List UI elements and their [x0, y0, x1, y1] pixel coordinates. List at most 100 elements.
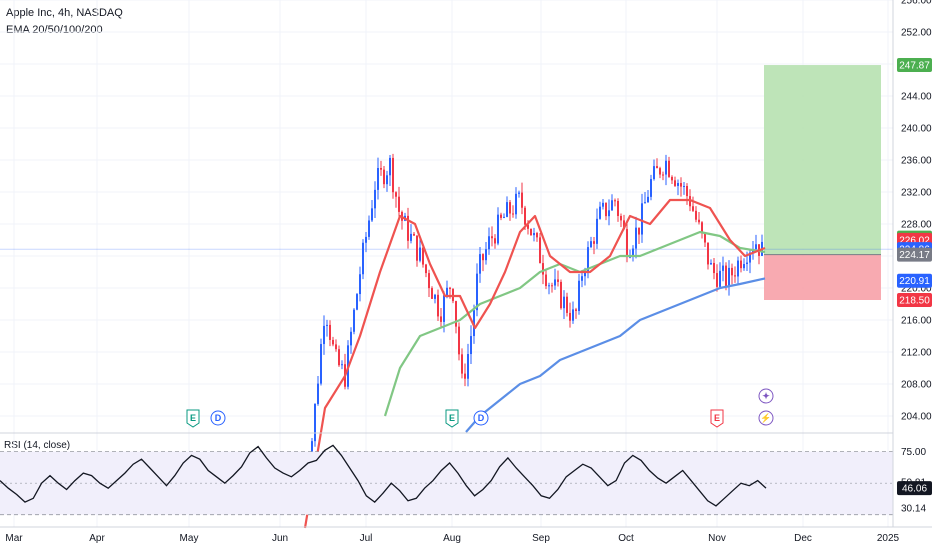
candle-body	[587, 247, 589, 273]
candle-body	[488, 236, 490, 250]
price-tick-label: 256.00	[901, 0, 932, 7]
candle-body	[722, 265, 724, 271]
candle-body	[350, 331, 352, 346]
candle-body	[509, 202, 511, 214]
candle-body	[362, 242, 364, 275]
candle-body	[680, 183, 682, 187]
candle-body	[317, 383, 319, 404]
candle-body	[365, 236, 367, 243]
candle-body	[320, 344, 322, 384]
candle-body	[431, 288, 433, 299]
candle-body	[545, 274, 547, 287]
rsi-tag-label: 46.06	[902, 484, 927, 495]
rsi-legend[interactable]: RSI (14, close)	[4, 440, 71, 451]
dividend-event-marker[interactable]: D	[210, 410, 226, 426]
candle-body	[575, 309, 577, 311]
time-tick-label: Sep	[532, 533, 550, 544]
long-position-tool[interactable]	[0, 65, 893, 300]
price-tag: 247.87	[897, 58, 932, 73]
price-tag-bg	[897, 247, 932, 262]
candle-body	[434, 294, 436, 299]
candle-body	[629, 256, 631, 258]
dividend-label: D	[215, 413, 222, 423]
indicator-legend[interactable]: EMA 20/50/100/200	[6, 24, 103, 36]
flash-badge	[758, 410, 774, 426]
candle-body	[521, 192, 523, 208]
candle-body	[659, 168, 661, 175]
flash-event-marker[interactable]: ⚡	[758, 410, 774, 426]
candle-body	[608, 210, 610, 217]
time-axis[interactable]: Mar Apr May Jun Jul Aug Sep Oct Nov Dec 2025	[0, 526, 932, 544]
price-tag-label: 224.17	[899, 250, 930, 261]
price-tick-label: 212.00	[901, 348, 932, 359]
candle-body	[476, 273, 478, 311]
candle-body	[653, 166, 655, 180]
price-tick-label: 216.00	[901, 316, 932, 327]
earnings-label: E	[714, 413, 720, 423]
time-tick-label: Nov	[708, 533, 726, 544]
candlestick-series	[302, 153, 763, 514]
flash-label: ⚡	[760, 412, 771, 424]
time-tick-label: 2025	[877, 533, 900, 544]
stop-zone[interactable]	[764, 254, 881, 300]
time-tick-label: Aug	[443, 533, 461, 544]
earnings-event-marker[interactable]: E	[445, 409, 459, 428]
grid-lines	[0, 0, 893, 527]
candle-body	[731, 267, 733, 276]
candle-body	[512, 213, 514, 215]
candle-body	[578, 280, 580, 311]
earnings-event-marker[interactable]: E	[710, 409, 724, 428]
candle-body	[473, 310, 475, 337]
candle-body	[734, 275, 736, 277]
candle-body	[707, 242, 709, 265]
candle-body	[569, 312, 571, 321]
idea-event-marker[interactable]: ✦	[758, 388, 774, 404]
candle-body	[617, 200, 619, 216]
price-axis[interactable]: 204.00208.00212.00216.00220.00224.00228.…	[892, 0, 932, 527]
candle-body	[743, 264, 745, 269]
candle-body	[737, 260, 739, 277]
earnings-event-marker[interactable]: E	[186, 409, 200, 428]
dividend-event-marker[interactable]: D	[473, 410, 489, 426]
candle-body	[551, 285, 553, 287]
candle-body	[590, 241, 592, 248]
price-tick-label: 232.00	[901, 188, 932, 199]
price-tag: 218.50	[897, 293, 932, 307]
candle-body	[470, 336, 472, 355]
price-tick-label: 236.00	[901, 156, 932, 167]
symbol-title[interactable]: Apple Inc, 4h, NASDAQ	[6, 7, 123, 19]
price-tags: 247.87226.29226.02224.86224.17220.91218.…	[897, 58, 932, 496]
candle-body	[377, 168, 379, 190]
candle-body	[506, 202, 508, 217]
dividend-badge	[210, 410, 226, 426]
candle-body	[728, 267, 730, 286]
candle-body	[749, 252, 751, 263]
candle-body	[479, 254, 481, 274]
candle-body	[740, 260, 742, 269]
candle-body	[638, 227, 640, 235]
candle-body	[719, 270, 721, 287]
rsi-line	[0, 444, 767, 507]
candle-body	[458, 326, 460, 355]
price-tick-label: 240.00	[901, 124, 932, 135]
price-tag-bg	[897, 273, 932, 288]
rsi-tag-bg	[897, 481, 932, 496]
candle-body	[389, 157, 391, 176]
candle-body	[668, 160, 670, 177]
target-zone[interactable]	[764, 65, 881, 255]
candle-body	[635, 227, 637, 249]
candle-body	[563, 296, 565, 309]
idea-label: ✦	[762, 391, 770, 401]
price-tick-label: 244.00	[901, 92, 932, 103]
candle-body	[527, 224, 529, 229]
candle-body	[395, 192, 397, 197]
candle-body	[647, 196, 649, 203]
event-markers[interactable]: E D E D E ✦ ⚡	[186, 388, 774, 428]
candle-body	[713, 262, 715, 274]
candle-body	[398, 196, 400, 212]
candle-body	[665, 160, 667, 175]
ema-20-line	[303, 198, 766, 529]
candle-body	[356, 294, 358, 310]
candle-body	[683, 185, 685, 187]
